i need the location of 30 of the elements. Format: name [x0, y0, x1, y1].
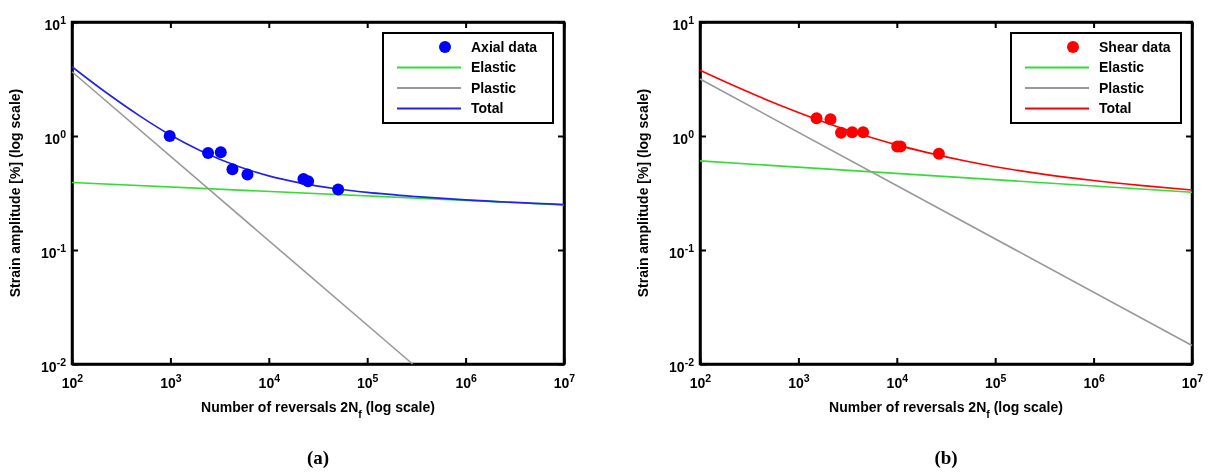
legend-label: Plastic	[471, 79, 517, 96]
legend-label: Plastic	[1099, 79, 1145, 96]
y-axis-title: Strain amplitude [%] (log scale)	[7, 88, 23, 298]
legend-label: Elastic	[1099, 59, 1145, 76]
x-tick-label: 10$^{3}$	[788, 372, 810, 391]
x-tick-label: 10$^{7}$	[1181, 372, 1204, 391]
legend-label: Axial data	[471, 38, 538, 55]
y-tick-label: 10$^{0}$	[672, 128, 695, 148]
x-tick-label: 10$^{5}$	[356, 372, 379, 391]
text: (b)	[934, 447, 958, 469]
y-tick-label: 10$^{0}$	[44, 128, 67, 148]
x-tick-label: 10$^{3}$	[160, 372, 182, 391]
x-tick-label: 10$^{6}$	[1083, 372, 1105, 391]
legend-label: Total	[1099, 100, 1132, 117]
x-tick-label: 10$^{4}$	[886, 372, 909, 391]
y-tick-label: 10$^{1}$	[44, 14, 67, 34]
legend-label: Shear data	[1099, 38, 1171, 55]
y-tick-label: 10$^{-1}$	[41, 242, 67, 262]
x-axis-title: Number of reversals 2N$_{f}$ (log scale)	[829, 399, 1063, 420]
x-axis-title: Number of reversals 2N$_{f}$ (log scale)	[201, 399, 435, 420]
y-tick-label: 10$^{-1}$	[669, 242, 695, 262]
x-tick-label: 10$^{4}$	[258, 372, 281, 391]
legend-label: Total	[471, 100, 504, 117]
x-tick-label: 10$^{7}$	[553, 372, 576, 391]
x-tick-label: 10$^{6}$	[455, 372, 477, 391]
y-tick-label: 10$^{1}$	[672, 14, 695, 34]
legend-label: Elastic	[471, 59, 517, 76]
x-tick-label: 10$^{5}$	[984, 372, 1007, 391]
y-axis-title: Strain amplitude [%] (log scale)	[635, 88, 651, 298]
text: (a)	[306, 447, 330, 469]
